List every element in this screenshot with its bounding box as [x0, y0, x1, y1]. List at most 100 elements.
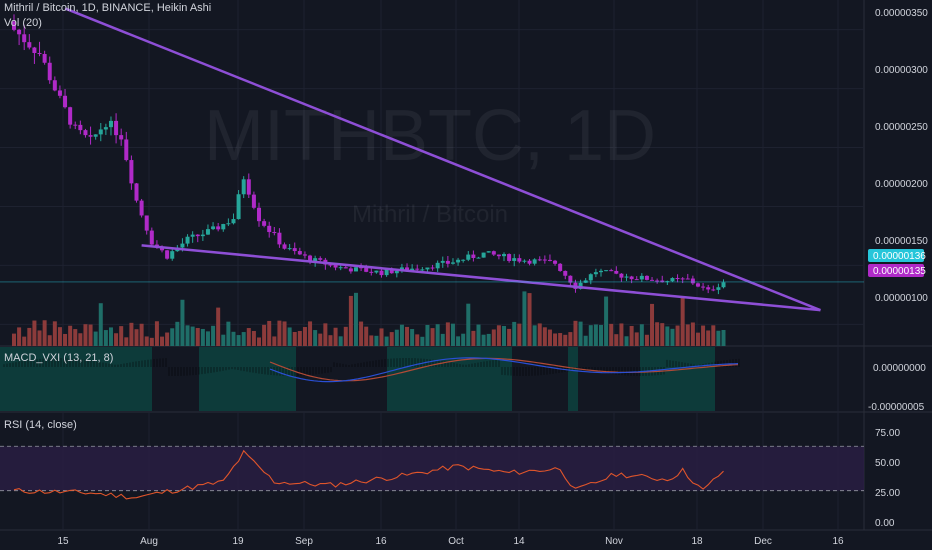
- volume-bar: [716, 330, 721, 346]
- volume-bar: [706, 330, 711, 346]
- candle-body: [532, 259, 537, 264]
- rsi-band: [0, 446, 864, 491]
- volume-bar: [359, 321, 364, 346]
- candle-body: [98, 129, 103, 135]
- volume-bar: [374, 335, 379, 346]
- candle-body: [272, 232, 277, 234]
- volume-bar: [558, 333, 563, 346]
- volume-bar: [670, 328, 675, 346]
- rsi-panel: [0, 445, 864, 500]
- candle-body: [343, 267, 348, 269]
- candle-body: [527, 260, 532, 264]
- volume-bar: [364, 326, 369, 346]
- volume-bar: [287, 327, 292, 346]
- candle-body: [496, 254, 501, 257]
- volume-bar: [160, 336, 165, 346]
- candle-body: [553, 260, 558, 264]
- macd-zone: [387, 347, 512, 411]
- candle-body: [629, 276, 634, 280]
- volume-bar: [124, 337, 129, 346]
- volume-bar: [139, 323, 144, 346]
- volume-bar: [272, 336, 277, 346]
- candle-body: [369, 271, 374, 273]
- candle-body: [277, 232, 282, 245]
- volume-bar: [660, 323, 665, 346]
- candle-body: [598, 270, 603, 273]
- volume-bar: [200, 328, 205, 346]
- candle-body: [83, 130, 88, 136]
- volume-bar: [583, 335, 588, 346]
- volume-bar: [190, 326, 195, 346]
- candle-body: [353, 267, 358, 272]
- last-price-label: 0.00000136: [873, 251, 926, 262]
- volume-bar: [420, 336, 425, 346]
- volume-bar: [216, 307, 221, 346]
- candle-body: [542, 259, 547, 261]
- volume-bar: [103, 330, 108, 346]
- time-label: Sep: [295, 536, 313, 547]
- candle-body: [241, 179, 246, 195]
- candle-body: [410, 268, 415, 271]
- volume-bar: [685, 324, 690, 346]
- volume-bar: [262, 324, 267, 346]
- candle-body: [609, 270, 614, 272]
- candle-body: [486, 251, 491, 253]
- volume-bar: [78, 333, 83, 346]
- volume-bar: [52, 321, 57, 346]
- candle-body: [221, 224, 226, 230]
- volume-bar: [721, 329, 726, 346]
- volume-bar: [246, 328, 251, 346]
- candle-body: [655, 280, 660, 282]
- candle-body: [578, 282, 583, 289]
- volume-bar: [512, 321, 517, 346]
- symbol-legend[interactable]: Mithril / Bitcoin, 1D, BINANCE, Heikin A…: [4, 2, 212, 14]
- volume-bar: [175, 321, 180, 346]
- macd-zone: [199, 347, 296, 411]
- volume-bar: [251, 330, 256, 346]
- candle-body: [471, 254, 476, 258]
- volume-bar: [231, 331, 236, 346]
- volume-bar: [37, 330, 42, 346]
- volume-bar: [221, 334, 226, 346]
- volume-bar: [440, 333, 445, 346]
- time-label: Dec: [754, 536, 772, 547]
- candle-body: [450, 262, 455, 264]
- volume-bar: [318, 333, 323, 346]
- candle-body: [593, 272, 598, 275]
- candle-body: [491, 251, 496, 255]
- rsi-legend[interactable]: RSI (14, close): [4, 419, 77, 431]
- rsi-axis[interactable]: 75.00 50.00 25.00 0.00: [875, 428, 900, 529]
- last-price-tag: [868, 249, 924, 262]
- volume-bar: [522, 291, 527, 346]
- candle-body: [211, 226, 216, 230]
- volume-bar: [308, 321, 313, 346]
- price-axis[interactable]: 0.00000350 0.00000300 0.00000250 0.00000…: [868, 8, 928, 304]
- candle-body: [205, 229, 210, 235]
- time-label: 18: [691, 536, 703, 547]
- candle-body: [420, 269, 425, 271]
- volume-bar: [149, 337, 154, 346]
- candle-body: [318, 258, 323, 260]
- volume-legend[interactable]: Vol (20): [4, 17, 42, 29]
- candle-body: [716, 287, 721, 290]
- candle-body: [246, 179, 251, 195]
- macd-legend[interactable]: MACD_VXI (13, 21, 8): [4, 352, 114, 364]
- candle-body: [88, 135, 93, 137]
- time-label: Nov: [605, 536, 623, 547]
- candle-body: [456, 259, 461, 263]
- macd-zone: [578, 347, 640, 411]
- volume-bar: [27, 327, 32, 346]
- macd-axis[interactable]: 0.00000000 -0.00000005: [868, 363, 926, 413]
- candle-body: [614, 270, 619, 274]
- volume-bar: [578, 321, 583, 346]
- candle-body: [384, 269, 389, 276]
- volume-bar: [302, 327, 307, 346]
- volume-bar: [609, 323, 614, 346]
- volume-bar: [507, 328, 512, 346]
- candle-body: [537, 259, 542, 261]
- macd-zone: [568, 347, 578, 411]
- candle-body: [333, 264, 338, 268]
- time-axis[interactable]: 15 Aug 19 Sep 16 Oct 14 Nov 18 Dec 16: [57, 536, 844, 547]
- candle-body: [604, 270, 609, 272]
